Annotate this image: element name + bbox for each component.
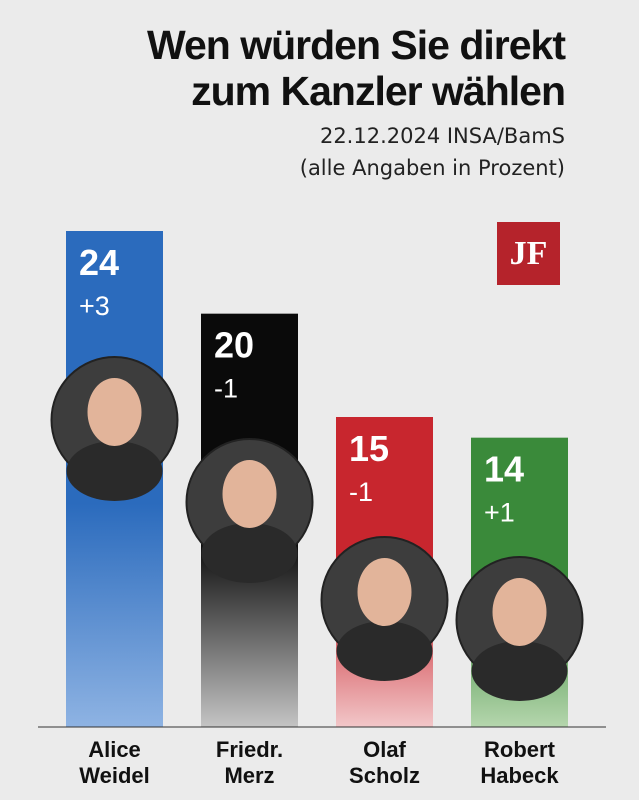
category-label-line: Scholz bbox=[349, 763, 420, 788]
portrait-shoulders bbox=[471, 641, 568, 701]
category-label-line: Weidel bbox=[79, 763, 150, 788]
chart-title-line-1: Wen würden Sie direkt bbox=[147, 22, 566, 68]
chart-title-line-2: zum Kanzler wählen bbox=[191, 68, 566, 114]
category-label-line: Merz bbox=[224, 763, 274, 788]
portrait-habeck-icon bbox=[455, 556, 584, 701]
chart-source: 22.12.2024 INSA/BamS bbox=[319, 124, 565, 148]
portrait-face bbox=[222, 460, 277, 528]
chart-title: Wen würden Sie direkt zum Kanzler wählen bbox=[147, 22, 566, 114]
category-label-line: Olaf bbox=[363, 737, 406, 762]
bar-change-label: -1 bbox=[214, 374, 238, 404]
category-label-line: Robert bbox=[484, 737, 556, 762]
portrait-face bbox=[87, 378, 142, 446]
portrait-merz-icon bbox=[185, 438, 314, 583]
category-label-line: Friedr. bbox=[216, 737, 283, 762]
bar-change-label: +3 bbox=[79, 291, 110, 321]
category-label: Alice Weidel bbox=[79, 737, 150, 788]
category-label: Friedr. Merz bbox=[216, 737, 283, 788]
portrait-shoulders bbox=[66, 441, 163, 501]
bar-value-label: 20 bbox=[214, 325, 254, 366]
bar-value-label: 14 bbox=[484, 449, 524, 490]
jf-logo: JF bbox=[497, 222, 560, 285]
portrait-shoulders bbox=[201, 523, 298, 583]
category-label-line: Habeck bbox=[480, 763, 559, 788]
category-label: Olaf Scholz bbox=[349, 737, 420, 788]
category-label-line: Alice bbox=[88, 737, 141, 762]
portrait-shoulders bbox=[336, 621, 433, 681]
bar-change-label: -1 bbox=[349, 477, 373, 507]
bar-change-label: +1 bbox=[484, 498, 515, 528]
chart-unit-note: (alle Angaben in Prozent) bbox=[299, 156, 565, 180]
category-label: Robert Habeck bbox=[480, 737, 559, 788]
bar-value-label: 15 bbox=[349, 428, 389, 469]
portrait-scholz-icon bbox=[320, 536, 449, 681]
bar-value-label: 24 bbox=[79, 242, 119, 283]
portrait-face bbox=[492, 578, 547, 646]
portrait-weidel-icon bbox=[50, 356, 179, 501]
portrait-face bbox=[357, 558, 412, 626]
